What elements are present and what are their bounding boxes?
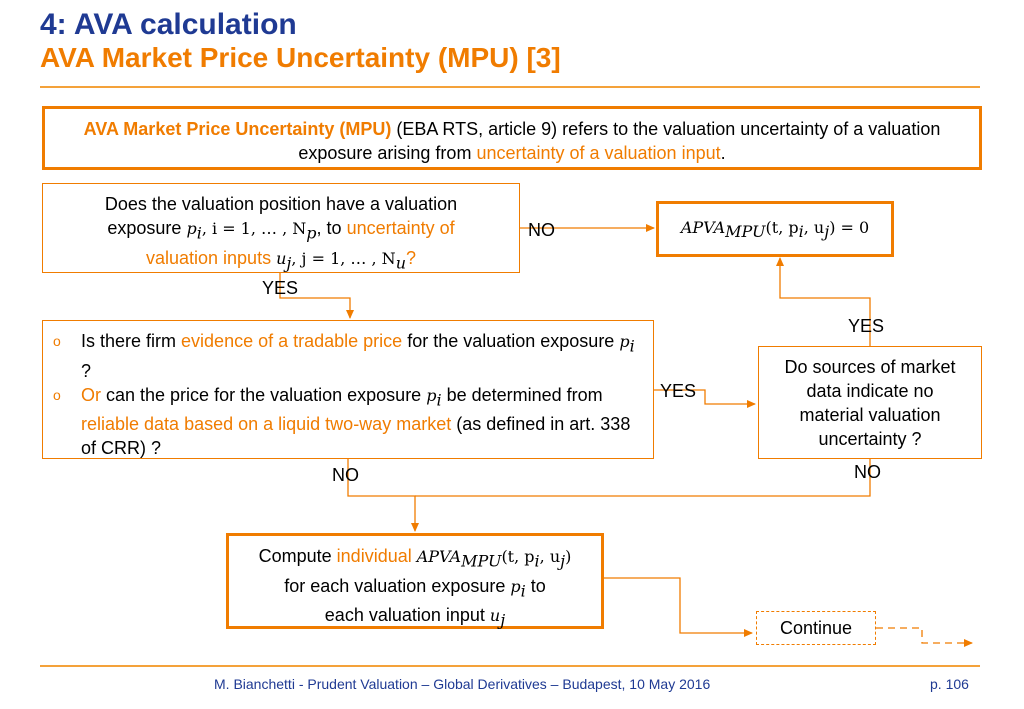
- definition-box: AVA Market Price Uncertainty (MPU) (EBA …: [42, 106, 982, 170]
- page-subtitle: AVA Market Price Uncertainty (MPU) [3]: [40, 42, 561, 73]
- page-number: p. 106: [930, 676, 969, 692]
- question1-box: Does the valuation position have a valua…: [42, 183, 520, 273]
- compute-line2: for each valuation exposure pi to: [284, 575, 546, 601]
- header-rule: [40, 86, 980, 88]
- label-q3-no: NO: [854, 462, 881, 482]
- question2-bullet-1: Is there firm evidence of a tradable pri…: [43, 329, 643, 383]
- definition-highlight: uncertainty of a valuation input: [476, 143, 721, 163]
- label-q2-yes: YES: [660, 381, 697, 401]
- result-zero-box: APVAMPU(t, pi, uj) = 0: [656, 201, 894, 257]
- question1-line2: exposure pi, i = 1, … , Np, to uncertain…: [107, 218, 455, 243]
- connector-q3-yes: [776, 257, 871, 346]
- connector-q2-no: [347, 459, 419, 532]
- question1-line3: valuation inputs uj, j = 1, … , Nu?: [145, 247, 417, 273]
- continue-box[interactable]: Continue: [756, 611, 876, 645]
- definition-text-a: (EBA RTS, article 9) refers to the valua…: [298, 119, 941, 163]
- definition-term: AVA Market Price Uncertainty (MPU): [83, 119, 392, 139]
- connector-continue-out: [876, 627, 973, 647]
- compute-box: Compute individual APVAMPU(t, pi, uj) fo…: [226, 533, 604, 630]
- connector-q2-yes: [654, 389, 756, 408]
- page-title: 4: AVA calculation: [40, 8, 297, 41]
- question2-box: Is there firm evidence of a tradable pri…: [42, 320, 654, 459]
- label-q3-yes: YES: [848, 316, 885, 336]
- question2-bullet-2: Or can the price for the valuation expos…: [43, 383, 643, 461]
- definition-text-b: .: [720, 143, 726, 163]
- connector-q1-yes: [279, 273, 354, 319]
- connector-q3-no: [415, 459, 871, 497]
- label-q1-no: NO: [528, 220, 555, 240]
- question3-text: Do sources of market data indicate no ma…: [784, 357, 956, 449]
- label-q2-no: NO: [332, 465, 359, 485]
- question1-line1: Does the valuation position have a valua…: [104, 194, 458, 214]
- footer-text: M. Bianchetti - Prudent Valuation – Glob…: [214, 676, 711, 692]
- connector-continue: [604, 577, 753, 637]
- question3-box: Do sources of market data indicate no ma…: [758, 346, 982, 459]
- compute-line3: each valuation input uj: [324, 605, 506, 630]
- footer-rule: [40, 665, 980, 667]
- result-zero-formula: APVA: [680, 218, 726, 237]
- label-q1-yes: YES: [262, 278, 299, 298]
- compute-line1: Compute individual APVAMPU(t, pi, uj): [258, 546, 572, 571]
- continue-label: Continue: [779, 618, 853, 638]
